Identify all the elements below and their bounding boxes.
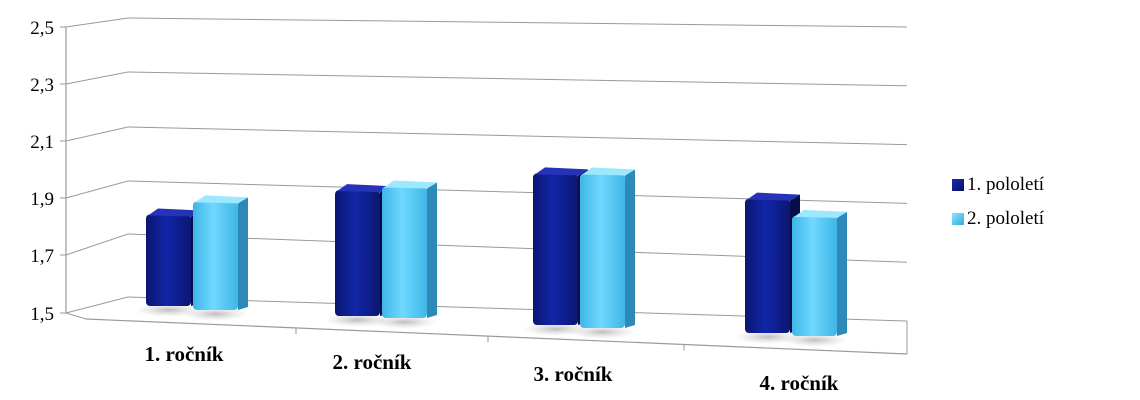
bar-side (238, 197, 248, 310)
y-tick-label: 1,5 (30, 304, 54, 325)
x-axis-line (85, 318, 908, 355)
x-tick-label: 2. ročník (333, 350, 412, 374)
y-tick-label: 2,5 (30, 18, 54, 39)
wall-gridline (65, 126, 129, 142)
x-tick-label: 3. ročník (534, 362, 613, 386)
bar (745, 198, 790, 333)
legend-label-series-1: 1. pololetí (967, 174, 1045, 195)
bar (193, 201, 238, 310)
bar-top (535, 167, 588, 176)
x-tick-label: 4. ročník (760, 371, 839, 395)
bar (335, 190, 380, 316)
legend-swatch-series-1 (952, 179, 964, 191)
gridline (127, 17, 908, 28)
y-tick-label: 1,7 (30, 246, 54, 267)
bar-shadow (568, 325, 637, 339)
floor-edge-left (65, 312, 87, 320)
bar-shadow (370, 315, 439, 329)
bar-side (837, 211, 847, 336)
y-tick-label: 2,3 (30, 75, 54, 96)
bar-top (195, 195, 248, 204)
x-tick-label: 1. ročník (145, 342, 224, 366)
bar-top (337, 184, 390, 193)
bar-side (625, 169, 635, 328)
legend: 1. pololetí 2. pololetí (952, 168, 1044, 236)
y-tick-label: 2,1 (30, 132, 54, 153)
bar (792, 215, 837, 336)
bar-shadow (780, 333, 849, 347)
legend-item-series-1: 1. pololetí (952, 168, 1044, 202)
legend-swatch-series-2 (952, 213, 964, 225)
gridline (127, 126, 908, 146)
wall-gridline (65, 180, 129, 199)
bar-top (384, 180, 437, 189)
wall-gridline (65, 17, 129, 28)
bar (533, 173, 578, 325)
wall-gridline (65, 296, 129, 314)
wall-gridline (65, 71, 129, 85)
wall-gridline (65, 233, 129, 256)
bar-top (148, 208, 201, 217)
legend-item-series-2: 2. pololetí (952, 202, 1044, 236)
y-tick-label: 1,9 (30, 189, 54, 210)
bar (382, 186, 427, 318)
bar (580, 173, 625, 328)
bar-shadow (181, 307, 250, 321)
gridline (127, 71, 908, 87)
bar-top (582, 167, 635, 176)
bar-side (427, 182, 437, 318)
bar-top (794, 209, 847, 218)
bar (146, 214, 191, 306)
bar-top (747, 192, 800, 201)
legend-label-series-2: 2. pololetí (967, 208, 1045, 229)
